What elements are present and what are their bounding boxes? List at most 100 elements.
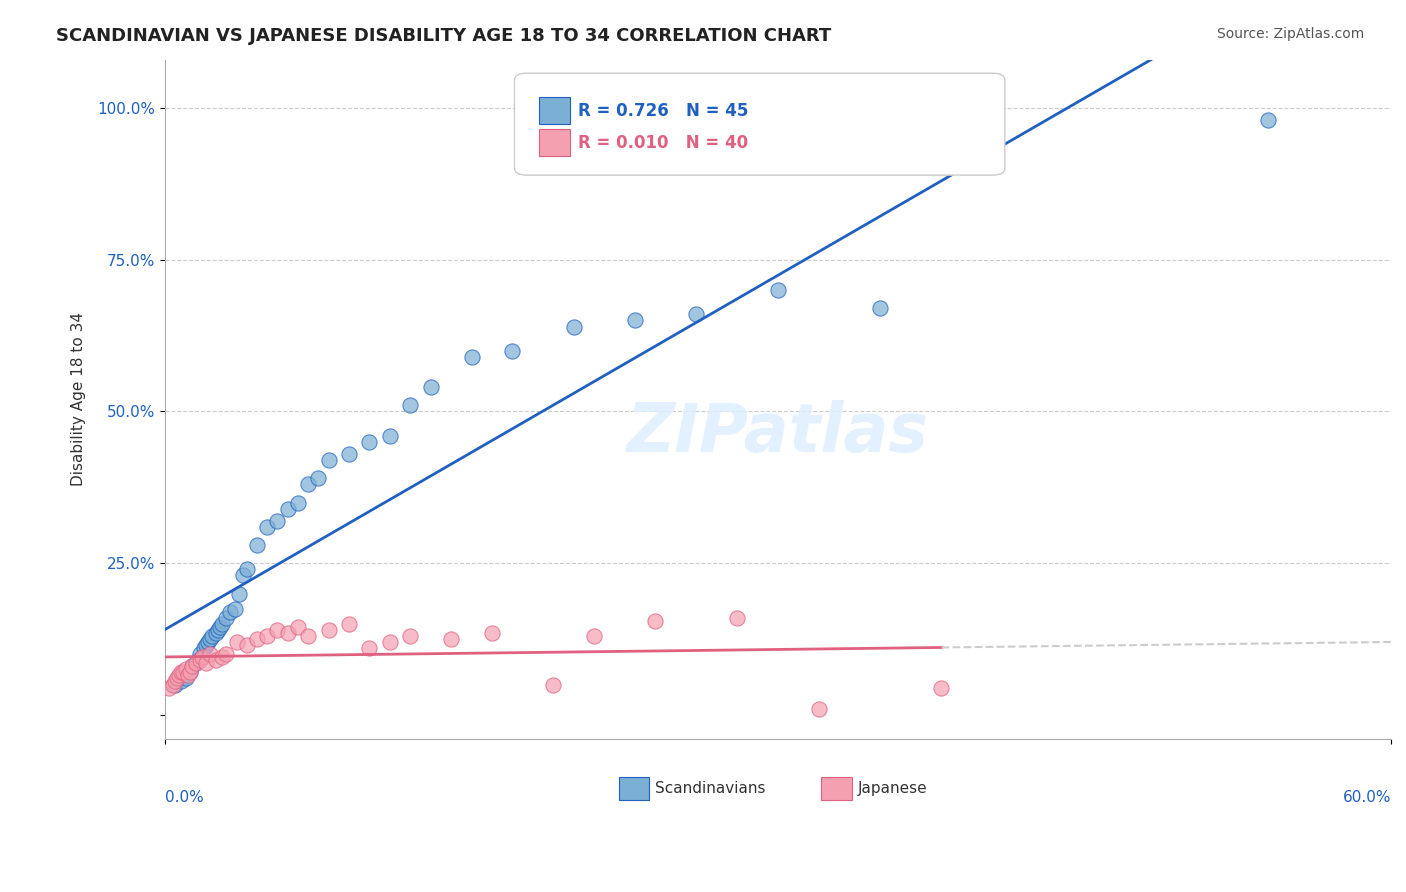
Bar [538, 97, 569, 124]
Point [337, 616, 360, 631]
Text: Japanese: Japanese [858, 780, 928, 796]
Point [337, 447, 360, 461]
Point [287, 495, 309, 509]
Point [359, 641, 381, 656]
Point [225, 635, 247, 649]
Point [287, 620, 309, 634]
Point [166, 672, 188, 686]
Point [174, 672, 197, 686]
Point [172, 665, 194, 680]
Point [157, 681, 180, 695]
Point [378, 635, 401, 649]
Point [256, 629, 278, 643]
Point [198, 632, 221, 646]
Point [399, 399, 422, 413]
Point [256, 520, 278, 534]
Point [399, 629, 422, 643]
Text: 60.0%: 60.0% [1343, 790, 1391, 805]
FancyBboxPatch shape [515, 73, 1005, 175]
Point [766, 283, 789, 297]
Point [1257, 113, 1279, 128]
Point [198, 647, 221, 661]
Point [583, 629, 606, 643]
Text: Source: ZipAtlas.com: Source: ZipAtlas.com [1216, 27, 1364, 41]
Point [419, 380, 441, 394]
Point [176, 668, 198, 682]
Point [211, 616, 233, 631]
Point [277, 626, 299, 640]
Point [644, 614, 666, 628]
Point [266, 623, 288, 637]
Point [931, 681, 953, 695]
Point [209, 620, 232, 634]
Point [191, 650, 214, 665]
Point [562, 319, 585, 334]
Point [543, 677, 565, 691]
Point [725, 611, 748, 625]
Point [170, 665, 193, 680]
Point [246, 632, 269, 646]
Point [207, 623, 229, 637]
Point [297, 629, 319, 643]
Point [685, 307, 707, 321]
Point [266, 514, 288, 528]
Point [228, 586, 250, 600]
Point [378, 429, 401, 443]
Point [501, 343, 523, 358]
Point [194, 638, 217, 652]
Text: 0.0%: 0.0% [165, 790, 204, 805]
Point [179, 665, 201, 680]
Point [460, 350, 482, 364]
Point [624, 313, 647, 327]
Point [174, 662, 197, 676]
Text: SCANDINAVIAN VS JAPANESE DISABILITY AGE 18 TO 34 CORRELATION CHART: SCANDINAVIAN VS JAPANESE DISABILITY AGE … [56, 27, 831, 45]
Bar [538, 129, 569, 156]
Point [194, 657, 217, 671]
Point [219, 605, 242, 619]
Point [481, 626, 503, 640]
Text: R = 0.726   N = 45: R = 0.726 N = 45 [578, 102, 748, 120]
Point [165, 677, 187, 691]
Y-axis label: Disability Age 18 to 34: Disability Age 18 to 34 [72, 312, 86, 486]
Point [224, 601, 246, 615]
Point [318, 453, 340, 467]
Point [307, 471, 329, 485]
Point [184, 657, 207, 671]
Point [297, 477, 319, 491]
Point [170, 674, 193, 689]
Point [236, 562, 259, 576]
Point [246, 538, 269, 552]
Point [180, 659, 202, 673]
Point [205, 653, 228, 667]
Point [215, 611, 238, 625]
Point [215, 647, 238, 661]
Point [232, 568, 254, 582]
Point [184, 657, 207, 671]
Point [201, 629, 224, 643]
Point [197, 635, 219, 649]
Point [188, 653, 211, 667]
Text: Scandinavians: Scandinavians [655, 780, 766, 796]
Point [191, 650, 214, 665]
Point [869, 301, 891, 316]
Point [236, 638, 259, 652]
Text: R = 0.010   N = 40: R = 0.010 N = 40 [578, 134, 748, 152]
Point [162, 677, 184, 691]
Point [211, 650, 233, 665]
Point [277, 501, 299, 516]
Bar [619, 777, 650, 800]
Point [205, 626, 228, 640]
Point [169, 668, 191, 682]
Bar [821, 777, 852, 800]
Text: ZIPatlas: ZIPatlas [627, 401, 929, 467]
Point [187, 653, 209, 667]
Point [440, 632, 463, 646]
Point [165, 674, 187, 689]
Point [318, 623, 340, 637]
Point [807, 702, 830, 716]
Point [188, 647, 211, 661]
Point [180, 659, 202, 673]
Point [179, 665, 201, 680]
Point [193, 641, 215, 656]
Point [359, 434, 381, 449]
